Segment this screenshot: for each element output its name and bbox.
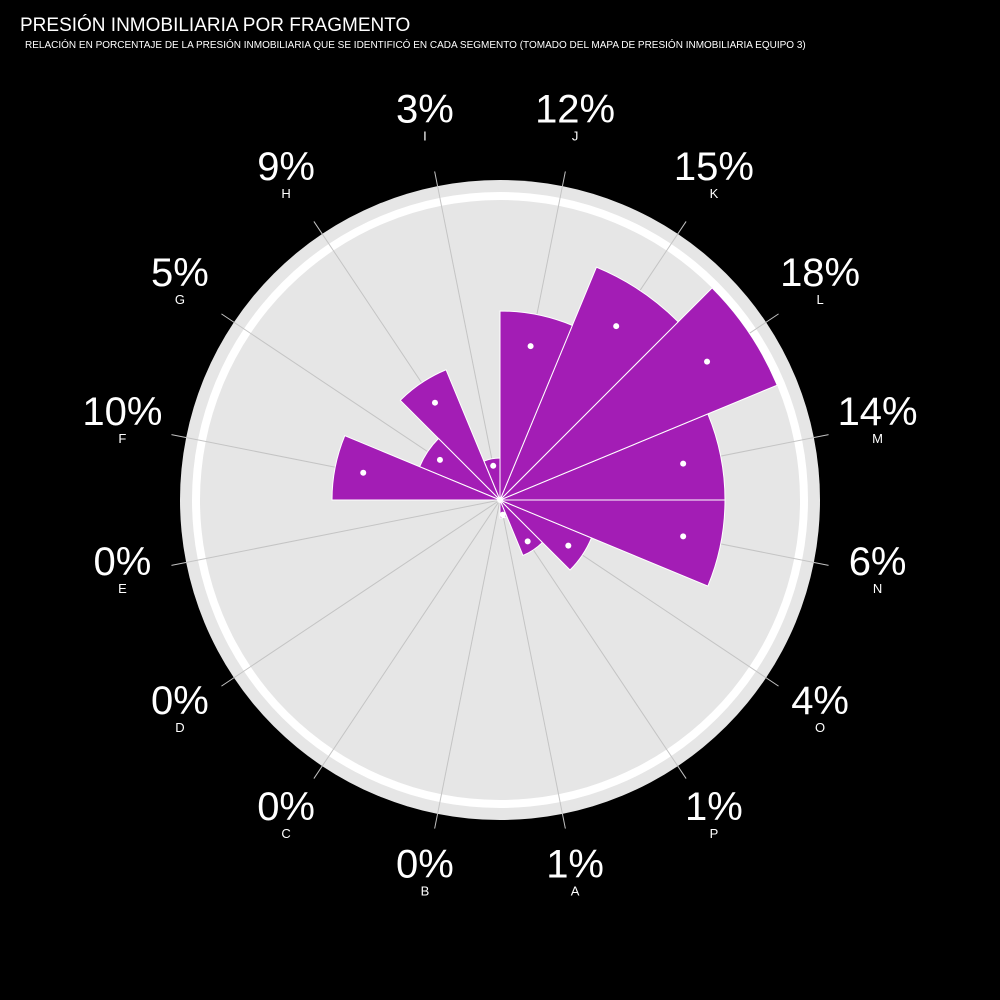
- value-label-H: 9%: [257, 145, 315, 189]
- marker-L: [704, 358, 711, 365]
- value-label-G: 5%: [151, 251, 209, 295]
- marker-O: [565, 542, 572, 549]
- category-label-C: C: [281, 826, 290, 841]
- marker-P: [524, 538, 531, 545]
- value-label-O: 4%: [791, 679, 849, 723]
- marker-F: [360, 469, 367, 476]
- bar-K: [499, 266, 679, 501]
- value-label-J: 12%: [535, 87, 615, 131]
- marker-K: [613, 323, 620, 330]
- grid-line-D: [221, 499, 501, 687]
- category-label-O: O: [815, 720, 825, 735]
- category-label-E: E: [118, 581, 127, 596]
- marker-A: [499, 511, 506, 518]
- value-label-N: 6%: [849, 540, 907, 584]
- value-label-B: 0%: [396, 843, 454, 887]
- category-label-D: D: [175, 720, 184, 735]
- value-label-L: 18%: [780, 251, 860, 295]
- category-label-N: N: [873, 581, 882, 596]
- value-label-C: 0%: [257, 785, 315, 829]
- grid-line-C: [313, 499, 501, 779]
- marker-J: [527, 343, 534, 350]
- bar-markers: [360, 323, 711, 549]
- category-label-F: F: [118, 431, 126, 446]
- bar-H: [399, 369, 501, 501]
- category-label-M: M: [872, 431, 883, 446]
- grid-line-E: [171, 499, 501, 566]
- marker-H: [431, 399, 438, 406]
- value-label-F: 10%: [82, 390, 162, 434]
- category-label-K: K: [710, 186, 719, 201]
- category-label-A: A: [571, 884, 580, 899]
- bar-J: [499, 310, 573, 501]
- value-label-M: 14%: [838, 390, 918, 434]
- grid-line-B: [434, 499, 501, 829]
- value-label-K: 15%: [674, 145, 754, 189]
- category-label-H: H: [281, 186, 290, 201]
- marker-M: [680, 460, 687, 467]
- chart-subtitle: RELACIÓN EN PORCENTAJE DE LA PRESIÓN INM…: [25, 40, 806, 51]
- marker-N: [680, 533, 687, 540]
- value-label-E: 0%: [93, 540, 151, 584]
- labels: 1%A1%P4%O6%N14%M18%L15%K12%J3%I9%H5%G10%…: [82, 87, 917, 898]
- value-label-I: 3%: [396, 87, 454, 131]
- bar-L: [499, 287, 778, 501]
- category-label-B: B: [421, 884, 430, 899]
- grid-line-I: [434, 171, 501, 501]
- category-label-J: J: [572, 128, 579, 143]
- bar-F: [331, 435, 501, 501]
- value-label-A: 1%: [546, 843, 604, 887]
- center-dot: [497, 497, 503, 503]
- marker-G: [436, 456, 443, 463]
- category-label-G: G: [175, 292, 185, 307]
- value-label-P: 1%: [685, 785, 743, 829]
- category-label-P: P: [710, 826, 719, 841]
- value-label-D: 0%: [151, 679, 209, 723]
- chart-title: PRESIÓN INMOBILIARIA POR FRAGMENTO: [20, 15, 411, 36]
- grid-line-A: [499, 499, 566, 829]
- marker-I: [490, 462, 497, 469]
- bars: [331, 266, 778, 587]
- category-label-I: I: [423, 128, 427, 143]
- category-label-L: L: [816, 292, 823, 307]
